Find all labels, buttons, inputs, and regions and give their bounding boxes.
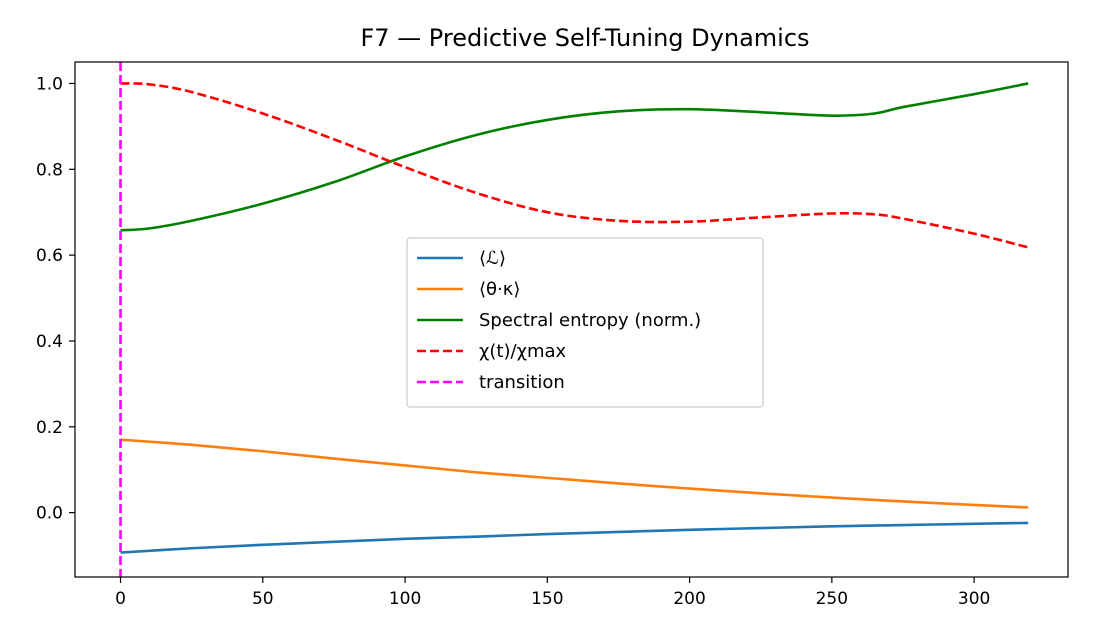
legend-label: Spectral entropy (norm.): [479, 310, 701, 331]
legend-label: χ(t)/χmax: [479, 341, 567, 362]
legend: ⟨ℒ⟩ ⟨θ·κ⟩ Spectral entropy (norm.) χ(t)/χma…: [406, 237, 764, 408]
x-tick-label: 300: [958, 589, 990, 609]
series-layer: [119, 62, 1029, 577]
chart-title: F7 — Predictive Self-Tuning Dynamics: [360, 24, 809, 52]
legend-box: [406, 237, 764, 408]
y-tick-label: 0.8: [36, 160, 63, 180]
series-line-2: [120, 82, 1029, 232]
x-tick-label: 100: [389, 589, 421, 609]
legend-label: ⟨θ·κ⟩: [479, 279, 520, 300]
series-line-0: [120, 521, 1029, 554]
series-line-3: [120, 82, 1029, 249]
x-tick-label: 0: [115, 589, 126, 609]
axes-frame: [74, 61, 1069, 578]
x-tick-label: 200: [673, 589, 705, 609]
y-tick-label: 0.6: [36, 246, 63, 266]
ticks-layer: 0 50 100 150 200 250 300 0.0 0.2 0.4 0.6 0.8 1.0: [36, 74, 990, 609]
x-tick-label: 250: [816, 589, 848, 609]
x-tick-label: 50: [252, 589, 274, 609]
legend-label: ⟨ℒ⟩: [479, 248, 506, 269]
x-tick-label: 150: [531, 589, 563, 609]
y-tick-label: 0.2: [36, 418, 63, 438]
legend-label: transition: [479, 372, 565, 393]
y-tick-label: 1.0: [36, 74, 63, 94]
y-tick-label: 0.0: [36, 504, 63, 524]
y-tick-label: 0.4: [36, 332, 63, 352]
series-line-1: [120, 438, 1029, 509]
